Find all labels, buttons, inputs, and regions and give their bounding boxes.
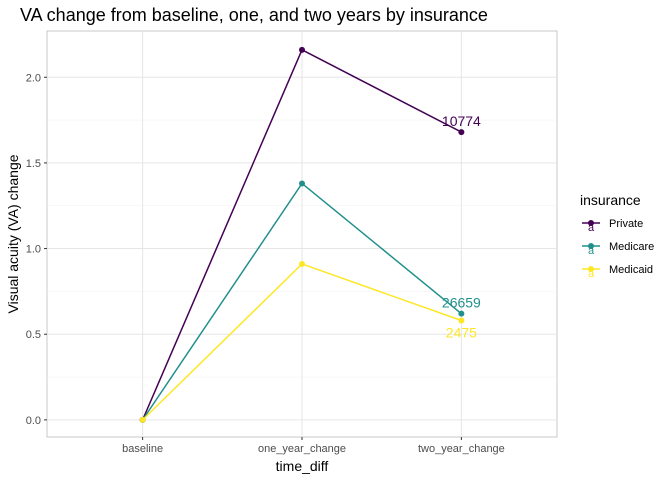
series-medicaid [139,260,465,423]
x-tick-label: baseline [122,443,163,455]
y-axis-title: Visual acuity (VA) change [5,154,21,313]
legend-key-point [588,266,594,272]
legend-item-private: a Private [582,218,643,234]
grid-lines [47,31,557,437]
data-point-medicare [458,310,465,317]
data-point-private [299,46,305,53]
data-point-private [458,129,465,136]
legend-key-text: a [588,268,595,280]
data-label-medicaid: 2475 [446,325,477,341]
data-label-private: 10774 [442,113,481,129]
x-axis-title: time_diff [276,458,329,474]
data-labels: 10774 26659 2475 [442,113,481,340]
data-point-medicare [299,180,305,187]
legend-label-medicaid: Medicaid [609,264,653,276]
legend-label-private: Private [609,218,643,230]
chart-title: VA change from baseline, one, and two ye… [20,5,488,25]
y-tick-label: 1.5 [26,158,41,170]
legend-item-medicare: a Medicare [582,241,654,257]
data-point-medicaid [139,416,146,423]
data-label-medicare: 26659 [442,295,481,311]
legend-key-text: a [588,222,595,234]
legend-title: insurance [580,192,641,208]
series-layer [139,46,465,423]
legend-item-medicaid: a Medicaid [582,264,653,280]
y-tick-label: 0.5 [26,329,41,341]
legend-key-point [588,220,594,226]
y-axis-ticks: 0.0 0.5 1.0 1.5 2.0 [26,72,47,427]
legend-label-medicare: Medicare [609,241,654,253]
y-tick-label: 2.0 [26,72,41,84]
y-tick-label: 1.0 [26,244,41,256]
data-point-medicaid [458,317,465,324]
legend-key-text: a [588,245,595,257]
x-tick-label: one_year_change [258,443,346,455]
y-tick-label: 0.0 [26,415,41,427]
x-axis-ticks: baseline one_year_change two_year_change [122,437,505,455]
legend: insurance a Private a Medicare a Medicaid [580,192,654,280]
data-point-medicaid [299,260,305,267]
legend-key-point [588,243,594,249]
x-tick-label: two_year_change [418,443,505,455]
